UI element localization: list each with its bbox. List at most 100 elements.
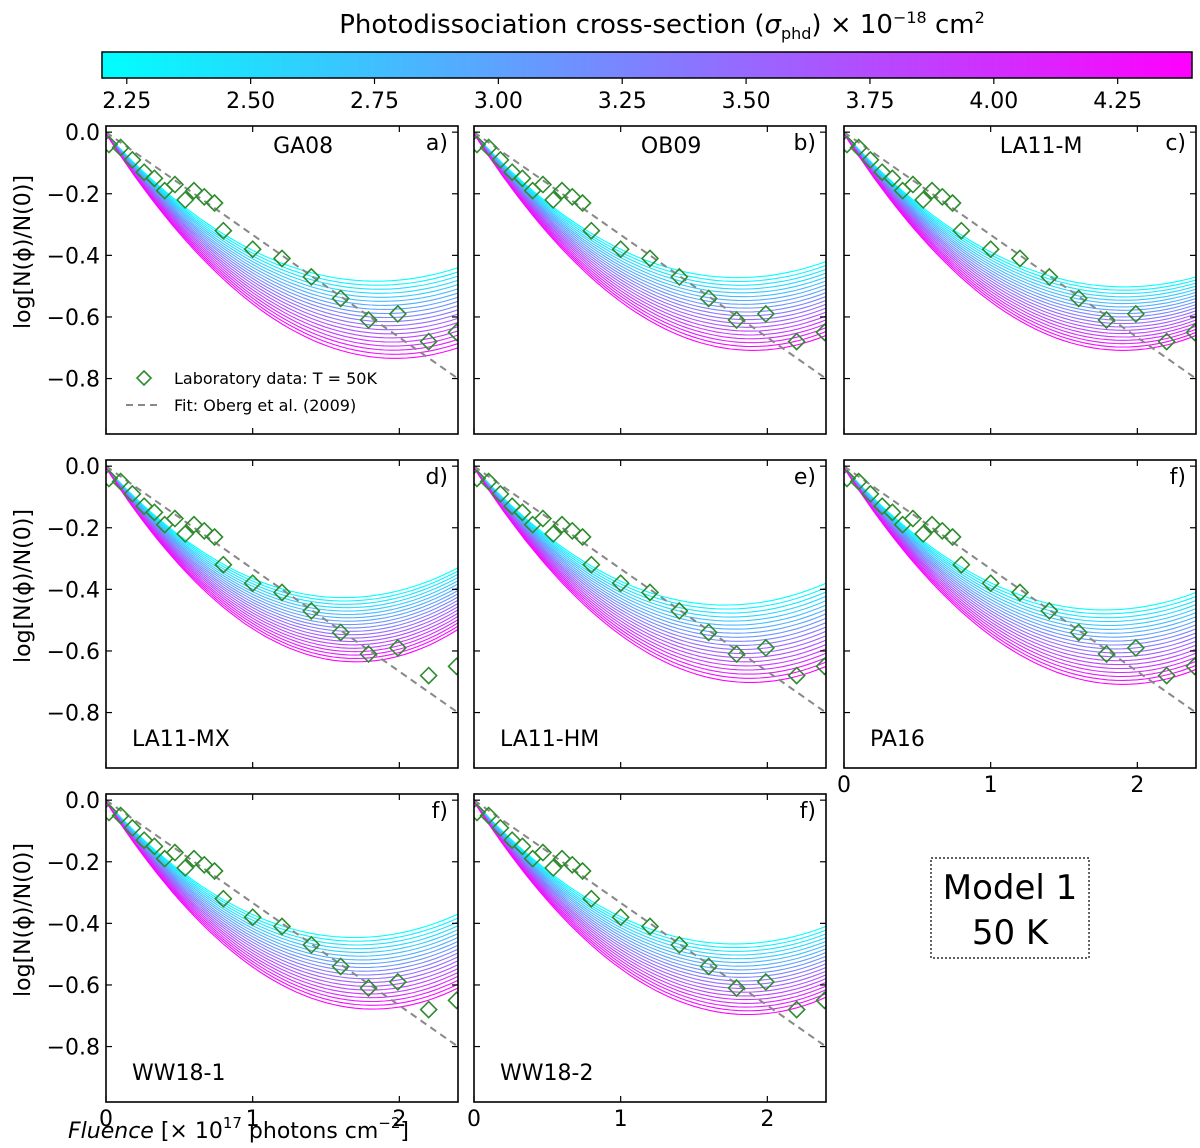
model-curve: [844, 133, 1196, 291]
lab-data-point: [640, 249, 660, 268]
panel-ga08: 0.0 −0.2 −0.4 −0.6 −0.8 a) GA08 Laboratory data…: [47, 121, 459, 435]
model-curve: [844, 133, 1196, 318]
plot-area: [106, 131, 458, 380]
lab-data-point: [563, 855, 582, 874]
model-curve: [106, 801, 458, 987]
model-curve: [106, 801, 458, 999]
model-curve: [474, 133, 826, 290]
lab-data-point: [544, 190, 563, 210]
model-curve: [106, 133, 458, 319]
colorbar-tick-label: 2.25: [102, 89, 151, 114]
model-curve: [844, 133, 1196, 335]
model-curve: [844, 133, 1196, 308]
lab-data-point: [640, 917, 660, 936]
model-curve: [844, 133, 1196, 298]
lab-data-point: [1010, 583, 1030, 602]
model-curve: [474, 801, 826, 945]
y-tick-label: −0.2: [47, 851, 100, 876]
plot-area: [474, 799, 826, 1048]
lab-data-point: [611, 574, 630, 593]
panel-name: WW18-1: [132, 1061, 225, 1086]
panels: 0.0 −0.2 −0.4 −0.6 −0.8 a) GA08 Laboratory data…: [47, 121, 1197, 1132]
model-curve: [106, 801, 458, 991]
model-curve: [106, 133, 458, 347]
model-curve: [474, 801, 826, 956]
model-curve: [474, 133, 826, 332]
panel-name: LA11-HM: [500, 727, 599, 752]
model-curve: [474, 801, 826, 1012]
colorbar-tick-label: 3.50: [722, 89, 771, 114]
model-curve: [474, 133, 826, 317]
model-curve: [106, 133, 458, 302]
model-curve: [844, 467, 1196, 654]
lab-data-point: [388, 638, 407, 658]
lab-data-point: [727, 310, 746, 330]
panel-name: LA11-MX: [132, 727, 230, 752]
y-tick-label: 0.0: [65, 455, 100, 480]
lab-data-point: [756, 304, 775, 324]
model-curve: [844, 467, 1196, 674]
lab-data-point: [883, 169, 902, 188]
model-curve: [106, 801, 458, 939]
lab-data-point: [419, 1000, 438, 1019]
panel-la11-m: c) LA11-M: [843, 125, 1197, 435]
model-curve: [844, 467, 1196, 670]
model-curve: [474, 801, 826, 960]
y-axis-label-row2: log[N(ϕ)/N(0)]: [11, 509, 36, 663]
annotation-temperature: 50 K: [972, 913, 1050, 953]
fit-line: [106, 799, 458, 1048]
colorbar-tick-label: 3.75: [845, 89, 894, 114]
lab-data-point: [1185, 323, 1196, 342]
lab-data-point: [447, 657, 458, 676]
lab-data-point: [670, 935, 689, 955]
model-curve: [474, 133, 826, 336]
model-curve: [474, 801, 826, 975]
model-curve: [474, 467, 826, 610]
colorbar: [101, 51, 1193, 79]
lab-data-point: [135, 831, 154, 850]
lab-data-point: [914, 190, 933, 210]
lab-data-point: [243, 240, 262, 259]
lab-data-point: [844, 135, 857, 154]
lab-data-point: [176, 858, 195, 878]
lab-data-point: [145, 837, 164, 856]
model-curve: [106, 801, 458, 1006]
lab-data-point: [699, 957, 718, 976]
x-tick-label: 2: [392, 1107, 406, 1132]
lab-data-point: [873, 497, 892, 516]
lab-data-point: [533, 509, 553, 528]
panel-letter: c): [1165, 131, 1186, 156]
lab-data-point: [184, 849, 204, 868]
x-tick-label: 0: [467, 1107, 481, 1132]
lab-data-point: [474, 135, 487, 154]
lab-data-point: [699, 289, 718, 308]
model-curve: [844, 133, 1196, 295]
model-curve: [106, 133, 458, 327]
model-curve: [844, 467, 1196, 627]
model-curve: [474, 467, 826, 663]
plot-area: [106, 799, 458, 1048]
model-curve: [106, 801, 458, 946]
model-curve: [844, 467, 1196, 685]
model-curve: [474, 133, 826, 328]
model-curve: [106, 801, 458, 953]
fit-line: [474, 465, 826, 714]
x-tick-label: 0: [837, 773, 851, 798]
model-curve: [474, 801, 826, 1016]
lab-data-point: [903, 175, 923, 194]
lab-data-point: [611, 240, 630, 259]
lab-data-point: [359, 644, 378, 664]
x-tick-label: 2: [760, 1107, 774, 1132]
panel-letter: f): [432, 799, 448, 824]
panel-name: WW18-2: [500, 1061, 593, 1086]
lab-data-point: [513, 837, 532, 856]
model-curve: [844, 467, 1196, 615]
lab-data-point: [533, 843, 553, 862]
lab-data-point: [388, 972, 407, 992]
model-curve: [474, 467, 826, 683]
lab-data-point: [943, 527, 962, 547]
lab-data-point: [302, 601, 321, 621]
model-curve: [474, 133, 826, 321]
panel-frame: [843, 459, 1197, 769]
lab-data-point: [933, 187, 952, 206]
